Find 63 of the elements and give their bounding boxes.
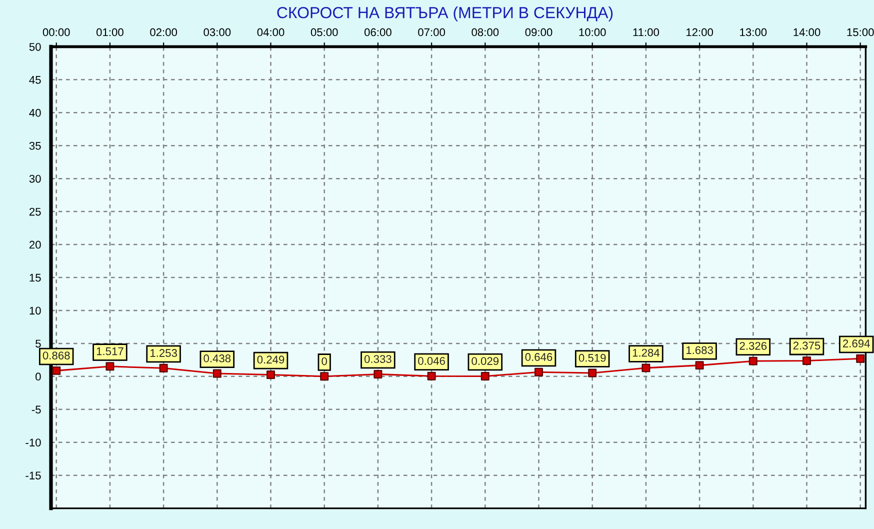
point [52, 366, 61, 375]
x-tick-label: 02:00 [150, 28, 178, 36]
y-tick-label: -15 [26, 472, 41, 480]
chart-title: СКОРОСТ НА ВЯТЪРА (МЕТРИ В СЕКУНДА) [277, 6, 613, 22]
data-label: 2.326 [740, 342, 767, 350]
point [802, 356, 811, 365]
y-tick-label: -5 [32, 406, 41, 414]
x-tick-label: 11:00 [633, 28, 660, 36]
data-label: 0.646 [525, 353, 552, 361]
data-label: 1.517 [96, 347, 124, 356]
data-label: 1.284 [632, 348, 660, 357]
y-tick-label: 25 [29, 208, 41, 216]
point [480, 372, 490, 380]
data-label: 0.438 [204, 354, 231, 362]
x-tick-label: 01:00 [96, 28, 124, 36]
point [374, 370, 382, 378]
y-tick-label: 0 [36, 372, 41, 381]
data-label: 1.253 [150, 349, 177, 357]
point [642, 364, 650, 372]
x-tick-label: 10:00 [579, 28, 606, 36]
data-label: 0.029 [472, 357, 499, 365]
point [856, 354, 865, 363]
y-tick-label: 50 [29, 42, 41, 51]
data-label: 0 [322, 357, 328, 366]
y-tick-label: 15 [30, 274, 41, 282]
x-tick-label: 12:00 [686, 28, 714, 36]
x-tick-label: 05:00 [310, 28, 338, 36]
x-tick-label: 03:00 [204, 28, 231, 36]
data-label: 2.375 [793, 342, 820, 350]
point [212, 369, 222, 378]
point [588, 368, 597, 378]
y-tick-label: 5 [36, 340, 41, 348]
x-tick-label: 14:00 [794, 28, 820, 36]
data-label: 0.519 [578, 354, 606, 362]
point [695, 361, 704, 370]
data-label: 2.694 [843, 340, 870, 348]
data-label: 0.046 [418, 357, 445, 365]
point [320, 372, 329, 381]
data-label: 1.683 [686, 346, 713, 354]
y-tick-label: 45 [29, 76, 41, 84]
point [748, 356, 758, 366]
data-label: 0.333 [364, 355, 392, 363]
y-tick-label: 35 [29, 142, 41, 150]
x-tick-label: 08:00 [472, 28, 499, 36]
x-tick-label: 06:00 [364, 28, 392, 36]
point [534, 368, 543, 376]
data-label: 0.868 [42, 352, 70, 360]
x-tick-label: 13:00 [740, 28, 767, 36]
point [106, 362, 114, 371]
data-label: 0.249 [257, 356, 284, 364]
y-tick-label: 20 [29, 240, 41, 249]
x-tick-label: 00:00 [42, 28, 70, 36]
y-tick-label: 10 [30, 306, 41, 315]
x-tick-label: 04:00 [257, 28, 284, 36]
x-tick-label: 15:00 [847, 28, 874, 36]
y-tick-label: 30 [29, 174, 41, 183]
point [427, 372, 436, 380]
point [266, 370, 275, 379]
x-tick-label: 07:00 [418, 28, 446, 36]
point [159, 364, 168, 372]
x-tick-label: 09:00 [525, 28, 552, 36]
y-tick-label: -10 [26, 438, 41, 446]
y-tick-label: 40 [29, 108, 41, 117]
